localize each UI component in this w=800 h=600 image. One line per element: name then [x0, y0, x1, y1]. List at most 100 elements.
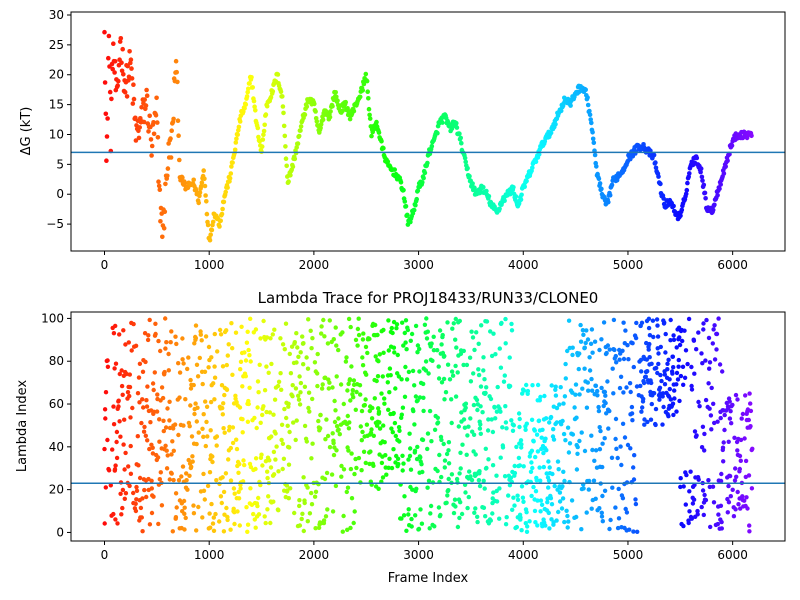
- delta-g-point: [328, 109, 333, 114]
- lambda-point: [449, 420, 454, 426]
- lambda-point: [237, 523, 242, 528]
- lambda-point: [271, 499, 276, 504]
- lambda-point: [374, 378, 379, 384]
- lambda-point: [242, 462, 247, 468]
- lambda-point: [120, 505, 125, 511]
- delta-g-point: [288, 173, 293, 178]
- lambda-point: [719, 519, 724, 525]
- lambda-point: [264, 409, 269, 415]
- lambda-point: [292, 340, 297, 345]
- lambda-point: [269, 434, 274, 439]
- lambda-point: [401, 513, 407, 518]
- lambda-point: [712, 420, 717, 426]
- lambda-point: [181, 423, 186, 428]
- lambda-point: [465, 433, 470, 438]
- lambda-point: [404, 528, 409, 533]
- lambda-point: [517, 424, 522, 430]
- lambda-point: [309, 490, 314, 496]
- lambda-point: [593, 448, 599, 453]
- lambda-point: [243, 374, 248, 379]
- lambda-point: [512, 463, 517, 469]
- delta-g-point: [420, 180, 425, 185]
- delta-g-point: [102, 80, 108, 85]
- lambda-point: [201, 488, 207, 493]
- lambda-point: [406, 369, 412, 375]
- lambda-point: [248, 464, 254, 470]
- lambda-point: [517, 416, 522, 422]
- lambda-point: [408, 467, 414, 472]
- lambda-point: [646, 316, 652, 321]
- lambda-point: [570, 432, 576, 437]
- lambda-point: [740, 411, 746, 417]
- lambda-point: [159, 385, 165, 390]
- lambda-point: [253, 466, 258, 472]
- lambda-point: [129, 348, 134, 353]
- lambda-point: [271, 472, 277, 477]
- lambda-point: [545, 496, 550, 501]
- lambda-point: [482, 377, 487, 382]
- delta-g-point: [116, 78, 121, 84]
- lambda-point: [565, 425, 571, 430]
- lambda-point: [700, 361, 705, 366]
- delta-g-point: [235, 132, 240, 137]
- lambda-point: [102, 446, 107, 452]
- lambda-point: [701, 512, 706, 518]
- lambda-point: [376, 406, 381, 411]
- lambda-point: [600, 519, 605, 524]
- lambda-point: [460, 442, 465, 447]
- delta-g-point: [533, 159, 539, 165]
- y-tick-label: 60: [49, 397, 64, 411]
- delta-g-point: [165, 173, 170, 179]
- lambda-point: [743, 393, 748, 398]
- delta-g-point: [429, 143, 435, 149]
- lambda-point: [274, 444, 279, 449]
- lambda-point: [727, 473, 733, 479]
- lambda-point: [193, 401, 198, 406]
- lambda-point: [192, 411, 197, 417]
- y-tick-label: 80: [49, 354, 64, 368]
- lambda-point: [413, 323, 419, 329]
- lambda-point: [672, 396, 677, 401]
- delta-g-point: [260, 137, 266, 142]
- lambda-point: [377, 420, 382, 425]
- lambda-point: [207, 470, 213, 475]
- lambda-points: [102, 316, 755, 534]
- lambda-point: [164, 340, 169, 345]
- lambda-point: [203, 399, 208, 404]
- lambda-point: [559, 506, 565, 511]
- delta-g-point: [686, 174, 691, 180]
- lambda-point: [205, 483, 211, 489]
- lambda-point: [548, 496, 554, 501]
- lambda-point: [271, 449, 277, 455]
- lambda-point: [494, 499, 500, 504]
- lambda-point: [453, 504, 458, 509]
- lambda-point: [431, 334, 436, 339]
- lambda-point: [621, 390, 626, 395]
- lambda-point: [402, 494, 407, 499]
- lambda-point: [224, 387, 230, 392]
- lambda-point: [551, 427, 556, 432]
- lambda-point: [145, 384, 150, 389]
- lambda-point: [130, 405, 135, 411]
- lambda-point: [702, 448, 707, 453]
- lambda-point: [272, 397, 278, 402]
- lambda-point: [718, 503, 724, 508]
- lambda-point: [136, 463, 141, 468]
- lambda-point: [707, 366, 712, 371]
- lambda-point: [217, 327, 223, 333]
- lambda-point: [137, 400, 142, 405]
- lambda-point: [676, 364, 681, 369]
- delta-g-point: [312, 101, 317, 107]
- lambda-point: [375, 374, 381, 379]
- lambda-point: [578, 339, 584, 344]
- lambda-point: [499, 320, 504, 326]
- lambda-point: [431, 348, 437, 353]
- lambda-point: [167, 399, 172, 404]
- lambda-point: [712, 357, 718, 362]
- delta-g-point: [360, 88, 366, 93]
- lambda-point: [128, 415, 133, 420]
- lambda-point: [198, 332, 203, 337]
- lambda-point: [425, 329, 430, 334]
- lambda-point: [618, 374, 624, 379]
- lambda-point: [642, 417, 647, 422]
